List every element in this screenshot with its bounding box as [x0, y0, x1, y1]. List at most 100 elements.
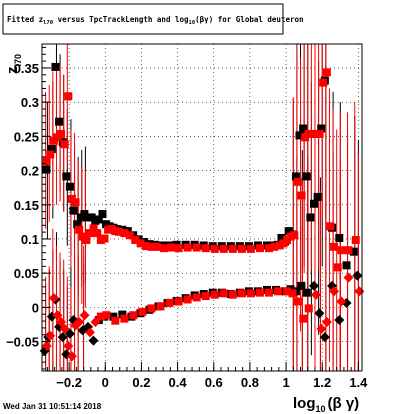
data-point: [228, 290, 237, 299]
data-point: [65, 182, 74, 191]
data-point: [336, 296, 347, 307]
data-point: [71, 198, 80, 207]
data-point: [330, 242, 339, 251]
x-tick-label: 1: [282, 375, 289, 390]
y-tick-label: 0.35: [14, 61, 39, 76]
data-point: [343, 272, 354, 283]
x-tick-label: 0: [102, 375, 109, 390]
data-point: [313, 192, 322, 201]
data-point: [295, 131, 304, 140]
data-point: [75, 225, 84, 234]
data-point: [329, 286, 340, 297]
plot-frame: [41, 43, 363, 372]
data-point: [51, 62, 60, 71]
data-point: [46, 150, 55, 159]
data-point: [85, 327, 96, 338]
data-point: [167, 243, 176, 252]
data-point: [183, 295, 192, 304]
data-point: [60, 140, 69, 149]
y-tick-label: 0.2: [21, 164, 39, 179]
data-point: [333, 263, 342, 272]
data-point: [297, 191, 306, 200]
y-tick-label: 0.1: [21, 232, 39, 247]
data-point: [270, 242, 279, 251]
data-point: [57, 129, 66, 138]
y-tick-label: 0.3: [21, 95, 39, 110]
data-point: [201, 292, 210, 301]
data-point: [73, 220, 82, 229]
data-point: [246, 244, 255, 253]
data-point: [219, 289, 228, 298]
data-point: [334, 315, 345, 326]
data-point: [322, 68, 331, 77]
data-point: [156, 302, 165, 311]
data-point: [210, 290, 219, 299]
data-point: [64, 328, 75, 339]
data-point: [52, 310, 63, 321]
data-point: [309, 199, 318, 208]
data-point: [93, 229, 102, 238]
data-point: [237, 244, 246, 253]
data-point: [319, 78, 328, 87]
x-tick-label: −0.2: [56, 375, 82, 390]
data-point: [210, 244, 219, 253]
data-point: [59, 323, 70, 334]
data-point: [56, 317, 67, 328]
data-point: [255, 288, 264, 297]
x-tick-label: 0.4: [169, 375, 188, 390]
data-point: [264, 288, 273, 297]
data-point: [109, 312, 118, 321]
data-point: [308, 280, 319, 291]
data-point: [79, 310, 90, 321]
data-point: [136, 239, 145, 248]
x-tick-label: 0.2: [132, 375, 150, 390]
data-point: [120, 314, 129, 323]
x-tick-label: 0.8: [241, 375, 259, 390]
data-point: [304, 304, 313, 313]
y-tick-label: 0.25: [14, 129, 39, 144]
datestamp: Wed Jan 31 10:51:14 2018: [3, 402, 102, 411]
data-point: [89, 224, 98, 233]
x-tick-label: 1.2: [313, 375, 331, 390]
data-point: [246, 289, 255, 298]
data-point: [100, 234, 109, 243]
title-box: [2, 3, 284, 35]
y-tick-label: 0: [32, 300, 39, 315]
data-point: [45, 330, 56, 341]
data-point: [299, 314, 308, 323]
data-point: [98, 210, 107, 219]
data-point: [201, 244, 210, 253]
axes: −0.2 0 0.2 0.4 0.6 0.8 1 1.2 1.4 −0.05 0 0.05 0.1 0.1…: [6, 46, 368, 390]
data-point: [299, 124, 308, 133]
data-point: [63, 341, 74, 352]
chart-title: Fitted zl70 versus TpcTrackLength and lo…: [7, 15, 304, 26]
data-point: [147, 304, 156, 313]
data-point: [96, 312, 105, 321]
data-point: [290, 231, 299, 240]
markers: [39, 62, 365, 362]
data-point: [48, 293, 59, 304]
data-point: [69, 206, 78, 215]
data-point: [131, 235, 140, 244]
data-point: [342, 261, 351, 270]
data-point: [306, 213, 315, 222]
data-point: [102, 311, 111, 320]
data-point: [62, 172, 71, 181]
data-point: [255, 244, 264, 253]
data-point: [351, 235, 360, 244]
data-point: [147, 242, 156, 251]
data-point: [86, 229, 95, 238]
data-point: [274, 287, 283, 296]
data-point: [120, 229, 129, 238]
data-point: [42, 165, 51, 174]
x-axis-title: log10 (β γ): [293, 395, 359, 414]
data-point: [88, 335, 99, 346]
data-point: [293, 297, 302, 306]
x-tick-label: 0.6: [205, 375, 223, 390]
x-tick-label: 1.4: [349, 375, 368, 390]
data-point: [349, 247, 358, 256]
y-tick-label: −0.05: [6, 335, 39, 350]
y-tick-label: 0.15: [14, 198, 39, 213]
data-point: [291, 172, 300, 181]
